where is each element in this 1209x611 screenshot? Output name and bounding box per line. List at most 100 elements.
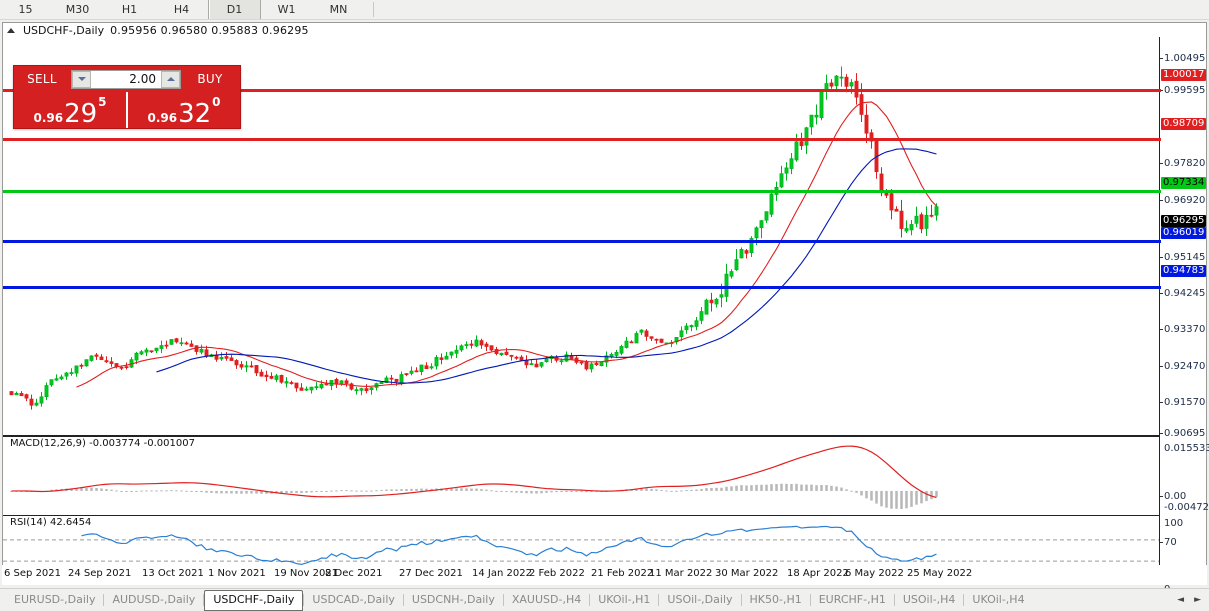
timeframe-d1[interactable]: D1	[208, 0, 261, 19]
volume-stepper[interactable]: 2.00	[71, 69, 181, 89]
tab-separator	[740, 594, 742, 606]
timeframe-m30[interactable]: M30	[65, 3, 90, 16]
volume-decrease-button[interactable]	[72, 70, 91, 88]
sell-price-prefix: 0.96	[33, 111, 64, 125]
trade-panel-top-row: SELL 2.00 BUY	[14, 66, 240, 92]
tab-separator	[103, 594, 105, 606]
chart-tab-audusddaily[interactable]: AUDUSD-,Daily	[112, 593, 196, 606]
date-label: 14 Jan 2022	[472, 568, 532, 579]
price-tick-0.95145: 0.95145	[1164, 252, 1206, 263]
tab-separator	[502, 594, 504, 606]
chart-symbol-label: USDCHF-,Daily	[23, 23, 105, 37]
price-tick-0.96920: 0.96920	[1164, 195, 1206, 206]
date-label: 24 Sep 2021	[68, 568, 132, 579]
chart-window[interactable]: USDCHF-,Daily 0.95956 0.96580 0.95883 0.…	[2, 22, 1209, 595]
rsi-series	[3, 525, 1161, 566]
level-label-0.94783[interactable]: 0.94783	[1161, 265, 1207, 277]
date-label: 18 Apr 2022	[787, 568, 849, 579]
level-label-0.96019[interactable]: 0.96019	[1161, 227, 1207, 239]
macd-scale-zero: 0.00	[1164, 491, 1187, 502]
sell-price-main: 29	[64, 99, 98, 129]
chart-tab-bar[interactable]: EURUSD-,Daily AUDUSD-,Daily USDCHF-,Daily U…	[0, 588, 1209, 611]
timeframe-h1[interactable]: H1	[121, 3, 138, 16]
chart-tab-usoilh4[interactable]: USOil-,H4	[902, 593, 956, 606]
buy-price-prefix: 0.96	[147, 111, 178, 125]
macd-title: MACD(12,26,9) -0.003774 -0.001007	[8, 438, 197, 449]
price-scale[interactable]: 1.00495 1.00017 0.99595 0.98709 0.97820 …	[1159, 37, 1209, 595]
date-label: 8 Dec 2021	[325, 568, 383, 579]
price-tick-1.00495: 1.00495	[1164, 53, 1206, 64]
rsi-scale-70: 70	[1164, 537, 1177, 548]
timeframe-mn[interactable]: MN	[329, 3, 348, 16]
rsi-title: RSI(14) 42.6454	[8, 517, 94, 528]
chart-tab-usdcaddaily[interactable]: USDCAD-,Daily	[312, 593, 395, 606]
tab-separator	[963, 594, 965, 606]
current-price-label: 0.96295	[1161, 215, 1207, 227]
timeframe-toolbar: 15 M30 H1 H4 D1 W1 MN	[0, 0, 1209, 20]
chart-tab-usdchfdaily[interactable]: USDCHF-,Daily	[204, 589, 304, 611]
sell-price-fraction: 5	[98, 95, 107, 109]
level-line-1.00017[interactable]	[3, 89, 1161, 92]
date-axis[interactable]: 6 Sep 2021 24 Sep 2021 13 Oct 2021 1 Nov 20…	[2, 565, 1207, 585]
tab-separator	[809, 594, 811, 606]
date-label: 6 May 2022	[845, 568, 904, 579]
date-label: 21 Feb 2022	[591, 568, 654, 579]
macd-scale-max: 0.015533	[1164, 443, 1209, 454]
date-label: 30 Mar 2022	[715, 568, 779, 579]
date-label: 11 Mar 2022	[649, 568, 713, 579]
sell-button-label[interactable]: SELL	[27, 72, 57, 86]
date-label: 27 Dec 2021	[399, 568, 463, 579]
level-line-0.94783[interactable]	[3, 286, 1161, 289]
tab-separator	[402, 594, 404, 606]
timeframe-w1[interactable]: W1	[277, 3, 296, 16]
chart-ohlc-values: 0.95956 0.96580 0.95883 0.96295	[110, 23, 309, 37]
sell-price-button[interactable]: 0.96 29 5	[14, 92, 126, 128]
chart-tab-eurchfh1[interactable]: EURCHF-,H1	[818, 593, 886, 606]
level-line-0.96019[interactable]	[3, 240, 1161, 243]
tab-separator	[303, 594, 305, 606]
price-tick-0.91570: 0.91570	[1164, 397, 1206, 408]
toolbar-separator	[373, 2, 374, 17]
level-label-1.00017[interactable]: 1.00017	[1161, 69, 1207, 81]
buy-button-label[interactable]: BUY	[197, 72, 223, 86]
date-label: 13 Oct 2021	[142, 568, 204, 579]
chart-tab-hk50h1[interactable]: HK50-,H1	[749, 593, 802, 606]
date-label: 25 May 2022	[907, 568, 973, 579]
volume-value[interactable]: 2.00	[129, 72, 156, 86]
buy-price-button[interactable]: 0.96 32 0	[126, 92, 240, 128]
one-click-trading-panel[interactable]: SELL 2.00 BUY 0.96 29 5 0.96 32 0	[13, 65, 241, 129]
level-line-0.97334[interactable]	[3, 190, 1161, 193]
chart-tab-usoildaily[interactable]: USOil-,Daily	[667, 593, 733, 606]
chart-tab-ukoilh1[interactable]: UKOil-,H1	[598, 593, 651, 606]
chart-tab-ukoilh4[interactable]: UKOil-,H4	[972, 593, 1025, 606]
macd-series	[10, 445, 938, 509]
price-tick-0.97820: 0.97820	[1164, 158, 1206, 169]
collapse-triangle-icon[interactable]	[7, 27, 15, 33]
scroll-right-icon[interactable]: ►	[1194, 595, 1201, 605]
date-label: 19 Nov 2021	[274, 568, 339, 579]
date-label: 6 Sep 2021	[4, 568, 62, 579]
scroll-left-icon[interactable]: ◄	[1177, 595, 1185, 605]
volume-increase-button[interactable]	[161, 70, 180, 88]
chart-tab-usdcnhdaily[interactable]: USDCNH-,Daily	[411, 593, 495, 606]
macd-pane[interactable]: MACD(12,26,9) -0.003774 -0.001007	[3, 436, 1161, 516]
tab-separator	[203, 594, 205, 606]
level-label-0.98709[interactable]: 0.98709	[1161, 118, 1207, 130]
price-tick-0.99595: 0.99595	[1164, 85, 1206, 96]
chart-tab-eurusddaily[interactable]: EURUSD-,Daily	[14, 593, 96, 606]
timeframe-m15[interactable]: 15	[18, 3, 33, 16]
candlestick-series	[9, 66, 939, 410]
tab-separator	[589, 594, 591, 606]
price-tick-0.93370: 0.93370	[1164, 324, 1206, 335]
level-line-0.98709[interactable]	[3, 138, 1161, 141]
date-label: 1 Nov 2021	[208, 568, 266, 579]
level-label-0.97334[interactable]: 0.97334	[1161, 177, 1207, 189]
timeframe-h4[interactable]: H4	[173, 3, 190, 16]
date-label: 2 Feb 2022	[529, 568, 585, 579]
chart-tab-xauusdh4[interactable]: XAUUSD-,H4	[511, 593, 582, 606]
tab-scroll-controls: ◄ ►	[1177, 595, 1209, 605]
rsi-scale-100: 100	[1164, 518, 1184, 529]
trade-panel-prices: 0.96 29 5 0.96 32 0	[14, 92, 240, 128]
price-tick-0.94245: 0.94245	[1164, 288, 1206, 299]
chevron-down-icon	[77, 77, 86, 81]
